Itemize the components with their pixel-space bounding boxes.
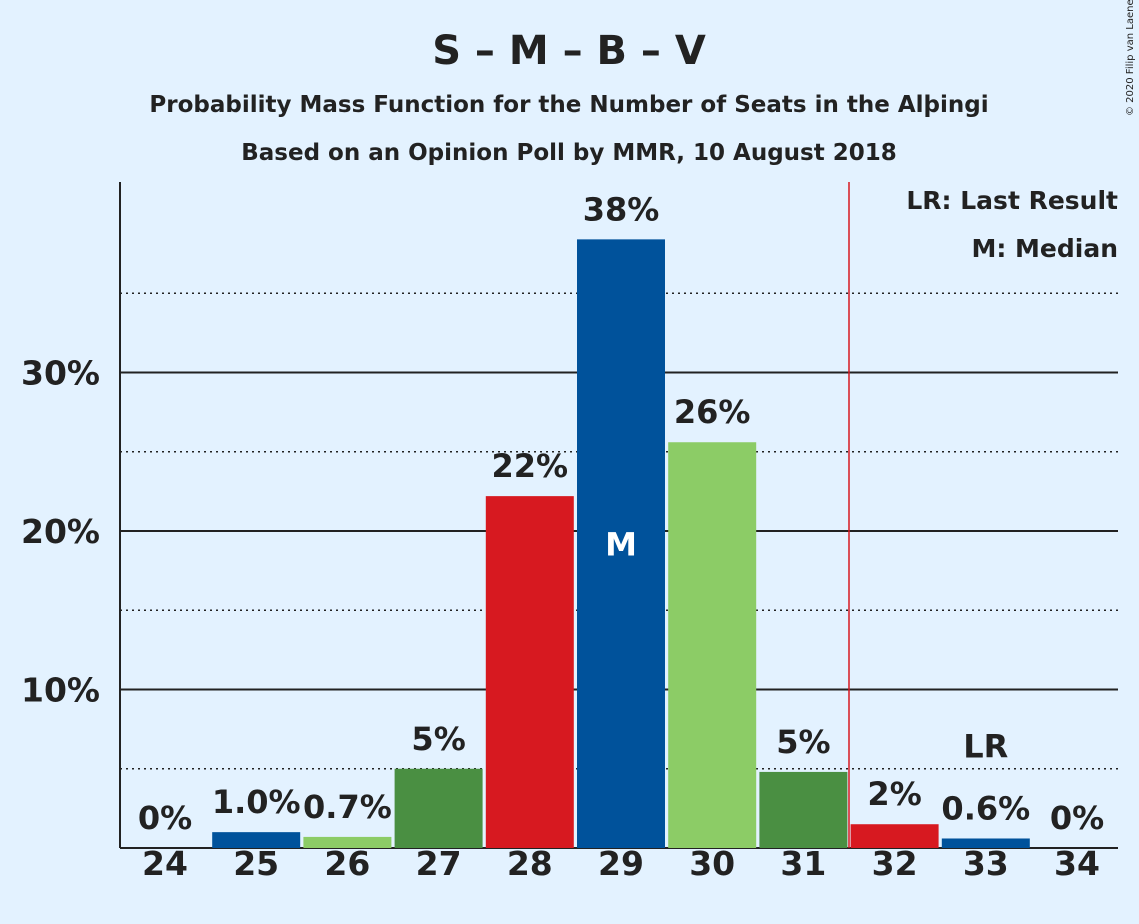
bar-value-label: 38% [583,190,660,228]
copyright: © 2020 Filip van Laenen [1125,0,1136,116]
x-tick-label: 29 [598,844,644,883]
chart-subtitle: Probability Mass Function for the Number… [149,92,988,118]
x-tick-label: 26 [324,844,370,883]
x-tick-label: 27 [416,844,462,883]
bar-labels: 0% 1.0% 0.7% 5% 22% 38% 26% 5% 2% 0.6% 0% M LR [138,190,1104,837]
bars [212,239,1030,849]
x-tick-label: 34 [1054,844,1100,883]
bar-value-label: 0% [138,799,192,837]
bar [212,832,301,848]
y-tick-label: 20% [21,512,100,551]
bar [303,836,392,848]
bar-value-label: 0.6% [941,789,1030,827]
bar [850,824,939,848]
bar-value-label: 26% [674,393,751,431]
bar-value-label: 1.0% [212,783,301,821]
bar [577,239,665,849]
bar-value-label: 22% [492,447,569,485]
bar-value-label: 0% [1050,799,1104,837]
x-tick-label: 33 [963,844,1009,883]
x-tick-label: 24 [142,844,188,883]
x-tick-label: 31 [780,844,826,883]
x-tick-label: 28 [507,844,553,883]
legend-median: M: Median [971,234,1118,263]
x-tick-label: 25 [233,844,279,883]
bar [485,496,574,848]
legend-last-result: LR: Last Result [906,186,1118,215]
bar-value-label: 0.7% [303,788,392,826]
chart-source: Based on an Opinion Poll by MMR, 10 Augu… [241,140,897,166]
bar [668,442,757,848]
bar [394,768,483,848]
median-marker: M [605,526,637,564]
bar [941,838,1030,848]
chart-title: S – M – B – V [432,28,706,74]
bar-value-label: 5% [776,723,830,761]
last-result-marker: LR [963,727,1008,765]
y-tick-label: 10% [21,671,100,710]
bar-value-label: 2% [867,775,921,813]
bar-value-label: 5% [411,720,465,758]
axis-ticks: 10% 20% 30% 24 25 26 27 28 29 30 31 32 33 34 [21,354,1100,884]
bar [759,771,848,848]
y-tick-label: 30% [21,354,100,393]
x-tick-label: 32 [872,844,918,883]
x-tick-label: 30 [689,844,735,883]
